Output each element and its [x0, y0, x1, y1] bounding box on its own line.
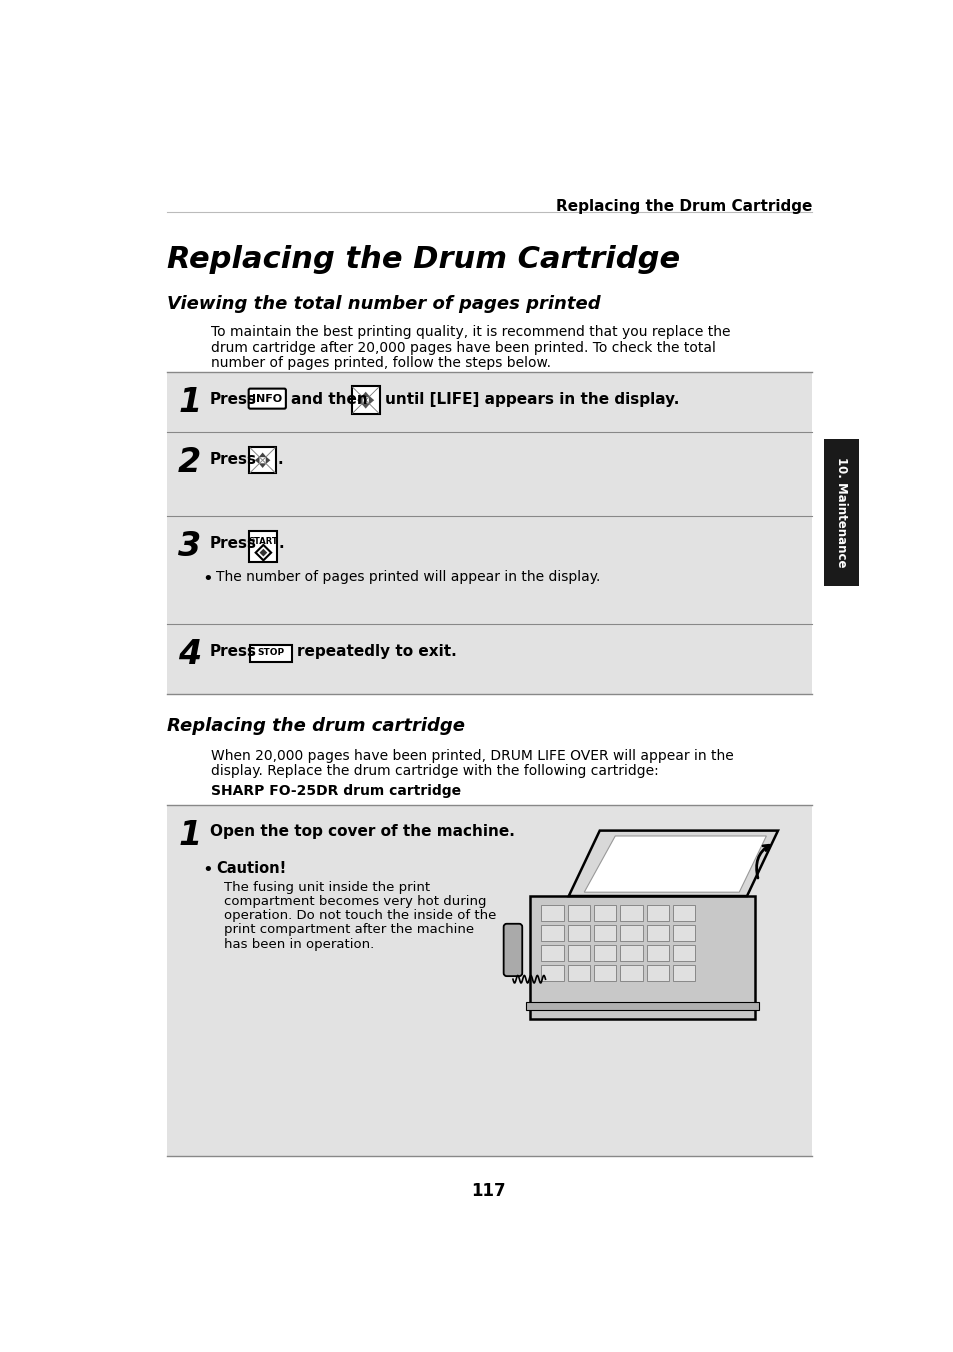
FancyBboxPatch shape [594, 965, 616, 982]
FancyBboxPatch shape [540, 925, 563, 941]
FancyBboxPatch shape [672, 945, 695, 961]
Polygon shape [360, 403, 370, 408]
Text: .: . [277, 452, 283, 466]
Polygon shape [369, 396, 374, 404]
FancyBboxPatch shape [594, 945, 616, 961]
Text: 3: 3 [178, 530, 201, 564]
FancyBboxPatch shape [525, 1002, 758, 1010]
Text: print compartment after the machine: print compartment after the machine [224, 923, 474, 937]
Text: The fusing unit inside the print: The fusing unit inside the print [224, 880, 430, 894]
Text: Replacing the Drum Cartridge: Replacing the Drum Cartridge [167, 246, 679, 274]
FancyBboxPatch shape [594, 904, 616, 921]
Text: operation. Do not touch the inside of the: operation. Do not touch the inside of th… [224, 909, 496, 922]
Text: •: • [202, 861, 213, 879]
FancyBboxPatch shape [530, 896, 754, 1019]
Text: SHARP FO-25DR drum cartridge: SHARP FO-25DR drum cartridge [211, 784, 460, 799]
FancyBboxPatch shape [250, 645, 293, 661]
Text: STOP: STOP [257, 648, 284, 657]
Polygon shape [258, 464, 266, 468]
Text: Replacing the drum cartridge: Replacing the drum cartridge [167, 717, 465, 734]
Polygon shape [254, 457, 259, 464]
FancyBboxPatch shape [823, 439, 858, 585]
FancyBboxPatch shape [594, 925, 616, 941]
Polygon shape [258, 453, 266, 457]
Text: 2: 2 [178, 446, 201, 479]
FancyBboxPatch shape [567, 945, 590, 961]
FancyBboxPatch shape [167, 806, 811, 1156]
Text: The number of pages printed will appear in the display.: The number of pages printed will appear … [216, 571, 599, 584]
FancyBboxPatch shape [619, 925, 642, 941]
Text: Press: Press [210, 537, 256, 552]
Text: display. Replace the drum cartridge with the following cartridge:: display. Replace the drum cartridge with… [211, 764, 658, 779]
Text: .: . [278, 537, 284, 552]
Text: has been in operation.: has been in operation. [224, 938, 374, 950]
Polygon shape [360, 392, 370, 397]
Text: number of pages printed, follow the steps below.: number of pages printed, follow the step… [211, 357, 550, 370]
FancyBboxPatch shape [672, 965, 695, 982]
FancyBboxPatch shape [249, 388, 286, 408]
FancyBboxPatch shape [540, 904, 563, 921]
Text: Open the top cover of the machine.: Open the top cover of the machine. [210, 823, 515, 838]
Text: 4: 4 [178, 638, 201, 671]
Text: Press: Press [210, 392, 256, 407]
FancyBboxPatch shape [672, 925, 695, 941]
FancyBboxPatch shape [567, 904, 590, 921]
Text: When 20,000 pages have been printed, DRUM LIFE OVER will appear in the: When 20,000 pages have been printed, DRU… [211, 749, 733, 763]
FancyBboxPatch shape [503, 923, 521, 976]
Polygon shape [568, 830, 778, 896]
FancyBboxPatch shape [646, 945, 668, 961]
Polygon shape [259, 549, 267, 557]
FancyBboxPatch shape [540, 945, 563, 961]
Polygon shape [583, 836, 765, 892]
Text: and then: and then [291, 392, 367, 407]
Text: Caution!: Caution! [216, 861, 286, 876]
FancyBboxPatch shape [646, 965, 668, 982]
FancyBboxPatch shape [567, 965, 590, 982]
FancyBboxPatch shape [619, 965, 642, 982]
Text: Press: Press [210, 645, 256, 660]
Text: To maintain the best printing quality, it is recommend that you replace the: To maintain the best printing quality, i… [211, 326, 729, 339]
FancyBboxPatch shape [619, 945, 642, 961]
Text: 117: 117 [471, 1183, 506, 1201]
FancyBboxPatch shape [540, 965, 563, 982]
Polygon shape [356, 396, 362, 404]
Polygon shape [266, 457, 270, 464]
FancyBboxPatch shape [646, 925, 668, 941]
FancyBboxPatch shape [567, 925, 590, 941]
FancyBboxPatch shape [646, 904, 668, 921]
FancyBboxPatch shape [672, 904, 695, 921]
FancyBboxPatch shape [249, 448, 275, 473]
Text: 1: 1 [178, 819, 201, 852]
Text: Viewing the total number of pages printed: Viewing the total number of pages printe… [167, 295, 600, 312]
FancyBboxPatch shape [249, 531, 277, 562]
FancyBboxPatch shape [167, 372, 811, 694]
Text: 1: 1 [178, 385, 201, 419]
FancyBboxPatch shape [619, 904, 642, 921]
Text: Replacing the Drum Cartridge: Replacing the Drum Cartridge [556, 199, 811, 214]
Text: •: • [202, 571, 213, 588]
Text: START: START [249, 537, 278, 546]
Text: until [LIFE] appears in the display.: until [LIFE] appears in the display. [385, 392, 679, 407]
Circle shape [260, 458, 265, 462]
Text: compartment becomes very hot during: compartment becomes very hot during [224, 895, 486, 909]
Text: drum cartridge after 20,000 pages have been printed. To check the total: drum cartridge after 20,000 pages have b… [211, 341, 715, 354]
FancyBboxPatch shape [352, 387, 379, 414]
Text: repeatedly to exit.: repeatedly to exit. [296, 645, 456, 660]
Text: INFO: INFO [252, 393, 282, 404]
Text: Press: Press [210, 452, 256, 466]
Text: 10. Maintenance: 10. Maintenance [834, 457, 847, 568]
Circle shape [362, 397, 368, 403]
